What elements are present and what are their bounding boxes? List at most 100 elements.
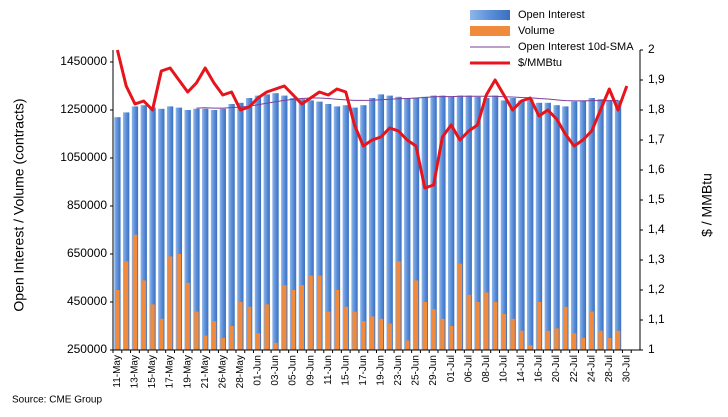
- bar: [465, 95, 472, 350]
- bar: [246, 306, 252, 350]
- x-tick-label: 14-Jul: [516, 355, 527, 382]
- bar: [325, 104, 332, 350]
- y2-tick-label: 1,9: [648, 72, 665, 86]
- bar: [263, 94, 270, 351]
- legend-label: Volume: [518, 25, 555, 37]
- x-tick-label: 05-Jun: [288, 355, 299, 386]
- bar: [607, 338, 612, 350]
- bar: [579, 100, 587, 351]
- bar: [193, 108, 200, 350]
- x-tick-label: 17-Jun: [358, 355, 369, 386]
- bar: [527, 99, 534, 350]
- bar: [509, 98, 516, 350]
- bar: [229, 326, 234, 350]
- bar: [404, 98, 411, 350]
- bar: [123, 261, 129, 350]
- bar: [317, 275, 322, 350]
- bar: [123, 112, 130, 351]
- bar: [238, 302, 243, 350]
- bar: [422, 302, 428, 350]
- bar: [491, 95, 499, 350]
- bar: [361, 321, 366, 350]
- y2-tick-label: 1,2: [648, 282, 665, 296]
- bar: [606, 100, 613, 351]
- bar: [281, 95, 288, 350]
- bar: [615, 330, 621, 350]
- bar: [202, 108, 209, 350]
- x-tick-label: 29-Jun: [428, 355, 439, 386]
- y2-tick-label: 1,7: [648, 132, 665, 146]
- bar: [447, 96, 455, 350]
- line: [196, 95, 619, 109]
- x-tick-label: 17-May: [165, 355, 176, 388]
- x-tick-label: 15-Jun: [340, 355, 351, 386]
- bar: [176, 254, 182, 350]
- x-tick-label: 26-May: [217, 355, 228, 388]
- bar: [308, 275, 313, 350]
- legend-label: Open Interest: [518, 9, 585, 21]
- bar: [466, 294, 471, 350]
- y-tick-label: 450000: [67, 294, 107, 308]
- bar: [211, 321, 217, 350]
- bar: [500, 100, 508, 351]
- bar: [474, 96, 481, 350]
- bar: [545, 330, 550, 350]
- y2-tick-label: 2: [648, 42, 655, 56]
- bar: [115, 290, 120, 350]
- bar: [141, 280, 146, 350]
- bar: [483, 98, 490, 350]
- legend-swatch: [470, 10, 510, 20]
- x-tick-label: 21-May: [200, 355, 211, 388]
- bar: [405, 340, 410, 350]
- bar: [378, 318, 384, 350]
- bar: [570, 101, 578, 350]
- bar: [298, 99, 306, 350]
- bar: [614, 100, 622, 351]
- bar: [194, 311, 199, 350]
- bar: [210, 110, 218, 350]
- bar: [571, 333, 577, 350]
- bar: [519, 330, 524, 350]
- bar: [167, 256, 173, 350]
- bar: [149, 107, 156, 350]
- x-tick-label: 03-Jun: [270, 355, 281, 386]
- bar: [553, 105, 560, 350]
- y2-tick-label: 1,5: [648, 192, 665, 206]
- y-tick-label: 1050000: [60, 150, 107, 164]
- bar: [544, 102, 551, 350]
- y-tick-label: 850000: [67, 198, 107, 212]
- legend-label: $/MMBtu: [518, 57, 562, 69]
- x-tick-label: 06-Jul: [463, 355, 474, 382]
- y-tick-label: 250000: [67, 342, 107, 356]
- bar: [185, 282, 190, 350]
- bar: [131, 106, 139, 351]
- bar: [588, 98, 595, 350]
- y2-tick-label: 1,6: [648, 162, 665, 176]
- bar: [430, 95, 437, 350]
- bar: [343, 306, 348, 350]
- bar: [290, 290, 296, 350]
- bar: [333, 106, 341, 351]
- bar: [536, 302, 542, 350]
- x-tick-label: 15-May: [147, 355, 158, 388]
- y2-tick-label: 1,1: [648, 312, 665, 326]
- bar: [563, 306, 568, 350]
- bar: [484, 292, 489, 350]
- x-tick-label: 23-Jun: [393, 355, 404, 386]
- x-tick-label: 11-Jun: [323, 355, 334, 385]
- bar: [237, 102, 244, 350]
- x-tick-label: 30-Jul: [621, 355, 632, 382]
- bar: [360, 105, 367, 350]
- bar: [140, 105, 147, 350]
- bar: [377, 94, 385, 351]
- bar: [245, 98, 253, 350]
- x-tick-label: 10-Jul: [498, 355, 509, 382]
- bar: [510, 318, 515, 350]
- bar: [203, 335, 208, 350]
- bar: [535, 102, 543, 350]
- bar: [342, 105, 349, 350]
- bar: [282, 285, 287, 350]
- bar: [299, 285, 305, 350]
- bar: [448, 326, 454, 350]
